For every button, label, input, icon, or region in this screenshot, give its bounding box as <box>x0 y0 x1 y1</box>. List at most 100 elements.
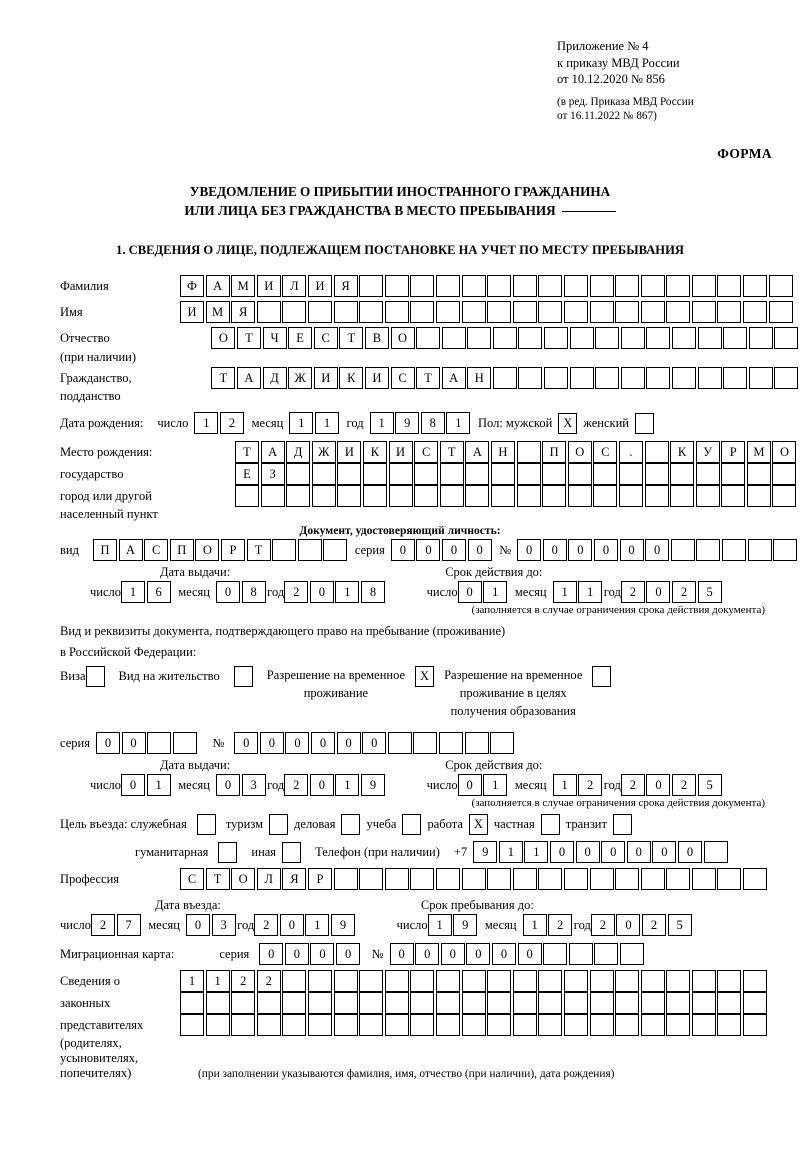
char-cell[interactable] <box>387 732 412 755</box>
sex-male-checkbox[interactable]: X <box>558 412 578 434</box>
char-cell[interactable] <box>640 868 665 891</box>
char-cell[interactable]: 0 <box>285 732 310 755</box>
char-cell[interactable]: 0 <box>185 914 210 937</box>
char-cell[interactable]: 2 <box>231 970 256 993</box>
char-cell[interactable] <box>615 1014 640 1037</box>
char-cell[interactable] <box>640 970 665 993</box>
char-cell[interactable]: 6 <box>146 581 171 603</box>
char-cell[interactable]: 9 <box>473 841 498 864</box>
char-cell[interactable] <box>492 327 517 349</box>
char-cell[interactable]: 0 <box>568 539 593 561</box>
legal-rep-row3-cells[interactable] <box>180 1014 769 1037</box>
char-cell[interactable] <box>231 1014 256 1037</box>
char-cell[interactable]: 0 <box>457 774 482 797</box>
birth-place-row3-cells[interactable] <box>235 485 798 507</box>
char-cell[interactable] <box>743 970 768 993</box>
char-cell[interactable] <box>538 868 563 891</box>
char-cell[interactable]: С <box>144 539 169 561</box>
char-cell[interactable]: И <box>313 367 338 389</box>
char-cell[interactable] <box>518 367 543 389</box>
char-cell[interactable] <box>594 943 619 966</box>
char-cell[interactable] <box>333 301 358 323</box>
char-cell[interactable] <box>297 539 322 561</box>
char-cell[interactable]: 0 <box>442 539 467 561</box>
char-cell[interactable] <box>359 1014 384 1037</box>
char-cell[interactable]: Н <box>467 367 492 389</box>
char-cell[interactable] <box>666 868 691 891</box>
char-cell[interactable]: 1 <box>335 774 360 797</box>
char-cell[interactable]: 0 <box>652 841 677 864</box>
char-cell[interactable] <box>589 992 614 1015</box>
char-cell[interactable] <box>512 275 537 297</box>
char-cell[interactable] <box>410 970 435 993</box>
char-cell[interactable]: 2 <box>590 914 615 937</box>
char-cell[interactable] <box>256 1014 281 1037</box>
char-cell[interactable] <box>414 463 439 485</box>
char-cell[interactable]: 2 <box>642 914 667 937</box>
char-cell[interactable]: 0 <box>215 581 240 603</box>
char-cell[interactable] <box>743 1014 768 1037</box>
char-cell[interactable]: 1 <box>522 914 547 937</box>
char-cell[interactable] <box>260 485 285 507</box>
char-cell[interactable] <box>490 485 515 507</box>
char-cell[interactable]: И <box>337 441 362 463</box>
char-cell[interactable] <box>640 275 665 297</box>
char-cell[interactable] <box>487 275 512 297</box>
char-cell[interactable] <box>307 970 332 993</box>
purpose-humanitarian-checkbox[interactable] <box>218 841 238 863</box>
char-cell[interactable] <box>388 463 413 485</box>
char-cell[interactable] <box>435 868 460 891</box>
char-cell[interactable] <box>516 441 541 463</box>
char-cell[interactable]: 9 <box>361 774 386 797</box>
char-cell[interactable]: 0 <box>309 774 334 797</box>
char-cell[interactable] <box>384 275 409 297</box>
char-cell[interactable] <box>640 992 665 1015</box>
char-cell[interactable] <box>180 1014 204 1037</box>
char-cell[interactable]: К <box>670 441 695 463</box>
char-cell[interactable] <box>512 301 537 323</box>
char-cell[interactable]: . <box>618 441 643 463</box>
char-cell[interactable] <box>666 275 691 297</box>
char-cell[interactable] <box>563 275 588 297</box>
char-cell[interactable] <box>465 463 490 485</box>
purpose-work-checkbox[interactable]: X <box>468 814 488 836</box>
char-cell[interactable] <box>333 1014 358 1037</box>
char-cell[interactable]: 1 <box>305 914 330 937</box>
char-cell[interactable]: 2 <box>284 581 309 603</box>
char-cell[interactable] <box>538 1014 563 1037</box>
temp-residence-edu-checkbox[interactable] <box>592 666 612 687</box>
char-cell[interactable]: О <box>567 441 592 463</box>
char-cell[interactable] <box>205 992 230 1015</box>
char-cell[interactable]: Т <box>339 327 364 349</box>
char-cell[interactable]: 1 <box>314 412 339 434</box>
char-cell[interactable]: 2 <box>256 970 281 993</box>
char-cell[interactable] <box>180 992 204 1015</box>
char-cell[interactable] <box>620 327 645 349</box>
char-cell[interactable] <box>435 970 460 993</box>
char-cell[interactable] <box>544 327 569 349</box>
char-cell[interactable] <box>307 1014 332 1037</box>
char-cell[interactable]: 0 <box>215 774 240 797</box>
char-cell[interactable] <box>773 539 798 561</box>
char-cell[interactable]: О <box>390 327 415 349</box>
char-cell[interactable] <box>615 275 640 297</box>
char-cell[interactable] <box>337 485 362 507</box>
char-cell[interactable] <box>747 539 772 561</box>
char-cell[interactable]: 2 <box>548 914 573 937</box>
char-cell[interactable] <box>563 868 588 891</box>
char-cell[interactable]: 1 <box>335 581 360 603</box>
char-cell[interactable] <box>359 992 384 1015</box>
char-cell[interactable] <box>644 485 669 507</box>
char-cell[interactable] <box>384 1014 409 1037</box>
char-cell[interactable] <box>333 868 358 891</box>
purpose-official-checkbox[interactable] <box>196 814 216 836</box>
char-cell[interactable] <box>615 970 640 993</box>
char-cell[interactable] <box>282 992 307 1015</box>
